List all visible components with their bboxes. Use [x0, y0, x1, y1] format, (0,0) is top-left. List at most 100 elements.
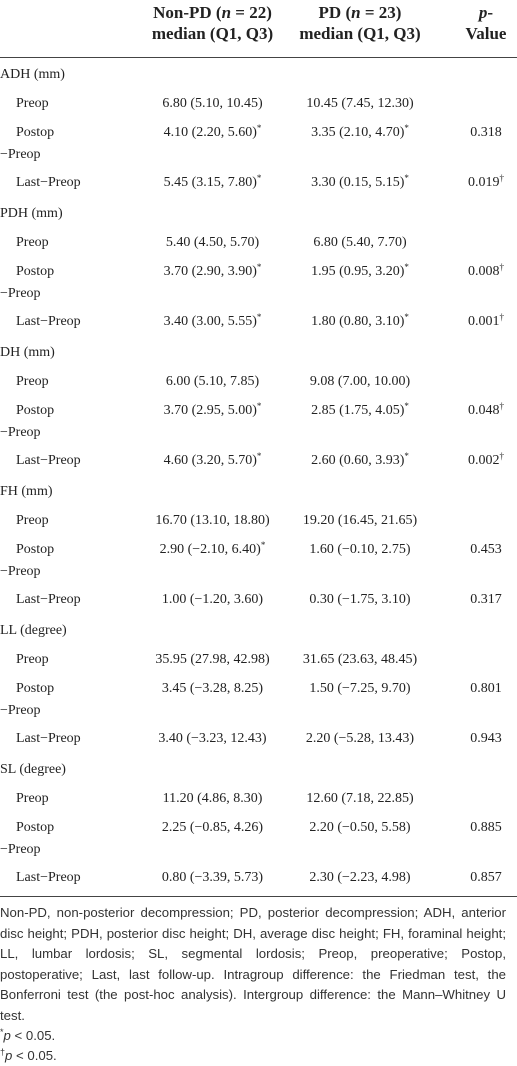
cell-text: 1.95 (0.95, 3.20) — [311, 264, 405, 279]
header-text: = 23) — [360, 3, 402, 22]
row-label: Preop — [16, 235, 49, 250]
row-label: Postop — [16, 820, 55, 835]
row-label: Last−Preop — [16, 314, 81, 329]
cell: 1.50 (−7.25, 9.70) — [309, 681, 411, 696]
cell: 9.08 (7.00, 10.00) — [309, 374, 411, 389]
note-text: < 0.05. — [12, 1048, 57, 1063]
cell-text: 4.60 (3.20, 5.70) — [163, 453, 257, 468]
cell: 4.60 (3.20, 5.70)* — [125, 451, 300, 469]
header-line: p- — [455, 2, 517, 23]
cell-mark: * — [256, 401, 262, 411]
cell-mark: * — [256, 173, 262, 183]
cell: 3.45 (−3.28, 8.25) — [161, 681, 264, 696]
header-text: n — [351, 3, 361, 22]
group-label: SL (degree) — [0, 762, 66, 777]
cell: 6.00 (5.10, 7.85) — [165, 374, 260, 389]
cell-mark: † — [499, 312, 505, 322]
header-rule — [0, 57, 517, 58]
cell-mark: * — [404, 312, 409, 322]
cell-text: 0.002 — [468, 453, 500, 468]
bottom-rule — [0, 896, 517, 897]
cell-text: 0.001 — [468, 314, 500, 329]
group-label: DH (mm) — [0, 345, 55, 360]
row-label: −Preop — [0, 564, 41, 579]
row-label: Preop — [16, 791, 49, 806]
cell-text: 2.85 (1.75, 4.05) — [311, 403, 405, 418]
cell: 1.60 (−0.10, 2.75) — [309, 542, 411, 557]
header-text: median (Q1, Q3) — [299, 24, 421, 43]
cell: 10.45 (7.45, 12.30) — [306, 96, 414, 111]
header-line: PD (n = 23) — [285, 2, 435, 23]
cell: 3.70 (2.90, 3.90)* — [125, 262, 300, 280]
row-label: Last−Preop — [16, 870, 81, 885]
row-label: Postop — [16, 403, 55, 418]
cell: 3.35 (2.10, 4.70)* — [285, 123, 435, 141]
cell-text: 1.80 (0.80, 3.10) — [311, 314, 405, 329]
cell: 2.85 (1.75, 4.05)* — [285, 401, 435, 419]
cell: 3.70 (2.95, 5.00)* — [125, 401, 300, 419]
cell: 0.318 — [470, 125, 502, 140]
cell: 11.20 (4.86, 8.30) — [162, 791, 263, 806]
cell: 3.30 (0.15, 5.15)* — [285, 173, 435, 191]
row-label: Last−Preop — [16, 175, 81, 190]
note-mark: † — [0, 1047, 6, 1057]
note-text: p — [3, 1028, 11, 1043]
cell-text: 4.10 (2.20, 5.60) — [163, 125, 257, 140]
cell-mark: * — [256, 262, 262, 272]
row-label: −Preop — [0, 147, 41, 162]
cell: 31.65 (23.63, 48.45) — [302, 652, 418, 667]
cell: 0.453 — [470, 542, 502, 557]
cell-mark: * — [256, 312, 262, 322]
cell-mark: * — [404, 123, 409, 133]
cell: 0.943 — [470, 731, 502, 746]
group-label: PDH (mm) — [0, 206, 63, 221]
cell: 0.048† — [455, 402, 517, 419]
cell: 16.70 (13.10, 18.80) — [155, 513, 270, 528]
header-text: median (Q1, Q3) — [151, 24, 274, 43]
cell: 2.30 (−2.23, 4.98) — [309, 870, 411, 885]
header-cell: PD (n = 23) median (Q1, Q3) — [285, 2, 435, 44]
cell: 3.40 (3.00, 5.55)* — [125, 312, 300, 330]
row-label: Preop — [16, 513, 49, 528]
cell: 19.20 (16.45, 21.65) — [302, 513, 418, 528]
row-label: Last−Preop — [16, 453, 81, 468]
cell-text: 3.40 (3.00, 5.55) — [163, 314, 257, 329]
cell-mark: * — [404, 401, 409, 411]
row-label: Postop — [16, 542, 55, 557]
group-label: ADH (mm) — [0, 67, 65, 82]
cell: 12.60 (7.18, 22.85) — [306, 791, 414, 806]
cell-text: 3.35 (2.10, 4.70) — [311, 125, 405, 140]
cell: 2.20 (−0.50, 5.58) — [309, 820, 411, 835]
cell: 0.002† — [455, 452, 517, 469]
cell-text: 2.60 (0.60, 3.93) — [311, 453, 405, 468]
header-text: PD ( — [318, 3, 352, 22]
cell: 0.857 — [470, 870, 502, 885]
note-mark: * — [0, 1027, 4, 1037]
cell-text: 3.30 (0.15, 5.15) — [311, 175, 405, 190]
footnote-note: †p < 0.05. — [0, 1046, 57, 1066]
cell: 0.317 — [470, 592, 502, 607]
row-label: −Preop — [0, 703, 41, 718]
cell-mark: * — [256, 451, 262, 461]
cell: 5.45 (3.15, 7.80)* — [125, 173, 300, 191]
cell-mark: * — [404, 173, 409, 183]
cell: 0.885 — [470, 820, 502, 835]
header-line: Non-PD (n = 22) — [120, 2, 305, 23]
cell: 2.25 (−0.85, 4.26) — [161, 820, 264, 835]
group-label: FH (mm) — [0, 484, 53, 499]
row-label: Preop — [16, 96, 49, 111]
cell: 0.30 (−1.75, 3.10) — [309, 592, 411, 607]
cell: 6.80 (5.10, 10.45) — [162, 96, 263, 111]
cell-text: 5.45 (3.15, 7.80) — [163, 175, 257, 190]
cell-mark: * — [256, 123, 262, 133]
cell: 1.80 (0.80, 3.10)* — [285, 312, 435, 330]
cell: 35.95 (27.98, 42.98) — [155, 652, 270, 667]
cell: 1.95 (0.95, 3.20)* — [285, 263, 435, 280]
cell: 2.60 (0.60, 3.93)* — [285, 452, 435, 469]
cell-mark: † — [499, 262, 505, 272]
cell: 0.80 (−3.39, 5.73) — [161, 870, 264, 885]
cell-mark: * — [260, 540, 266, 550]
cell: 5.40 (4.50, 5.70) — [165, 235, 260, 250]
row-label: −Preop — [0, 425, 41, 440]
